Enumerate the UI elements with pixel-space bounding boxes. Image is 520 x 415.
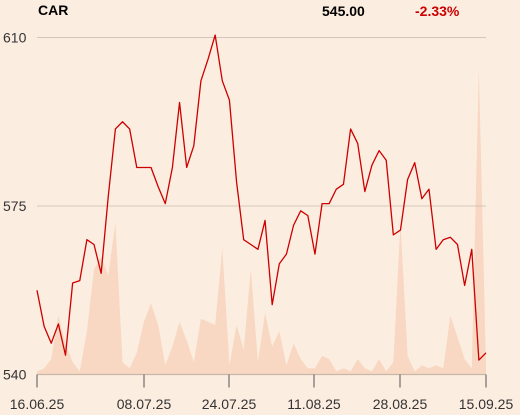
x-tick-label: 28.08.25 <box>373 396 428 412</box>
volume-area <box>37 67 486 375</box>
x-tick-label: 16.06.25 <box>10 396 65 412</box>
volume-layer <box>37 67 486 375</box>
x-tick-label: 08.07.25 <box>117 396 172 412</box>
x-tick-label: 24.07.25 <box>202 396 257 412</box>
y-tick-label: 540 <box>3 367 27 383</box>
ticker-symbol: CAR <box>38 2 69 18</box>
y-tick-label: 610 <box>3 30 27 46</box>
y-tick-label: 575 <box>3 198 27 214</box>
line-layer <box>36 34 487 361</box>
x-tick-label: 15.09.25 <box>459 396 514 412</box>
price-line <box>36 34 487 361</box>
grid-layer <box>37 37 486 376</box>
x-axis: 16.06.25 08.07.25 24.07.25 11.08.25 28.08.25… <box>10 374 514 412</box>
x-tick-label: 11.08.25 <box>287 396 341 412</box>
price-change-percent: -2.33% <box>415 3 460 19</box>
last-price: 545.00 <box>322 3 365 19</box>
y-axis: 540 575 610 <box>3 30 27 383</box>
chart-header: CAR 545.00 -2.33% <box>0 0 520 22</box>
